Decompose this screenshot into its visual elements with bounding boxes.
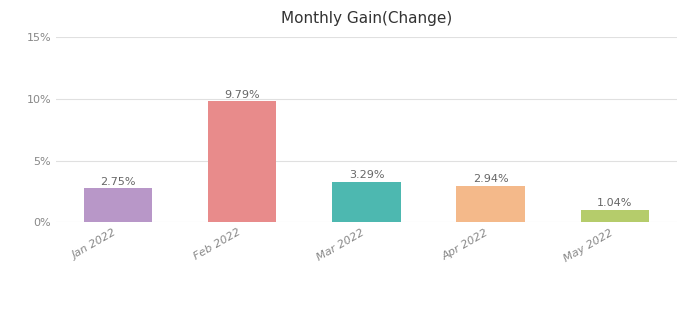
Text: 2.94%: 2.94% bbox=[473, 174, 508, 184]
Text: 2.75%: 2.75% bbox=[101, 177, 136, 187]
Bar bbox=[581, 210, 649, 222]
Text: 1.04%: 1.04% bbox=[597, 198, 632, 208]
Bar bbox=[84, 188, 152, 222]
Text: 3.29%: 3.29% bbox=[349, 170, 384, 180]
Bar bbox=[456, 186, 525, 222]
Text: 9.79%: 9.79% bbox=[225, 90, 260, 99]
Bar bbox=[332, 182, 401, 222]
Bar bbox=[208, 101, 276, 222]
Title: Monthly Gain(Change): Monthly Gain(Change) bbox=[281, 11, 452, 26]
